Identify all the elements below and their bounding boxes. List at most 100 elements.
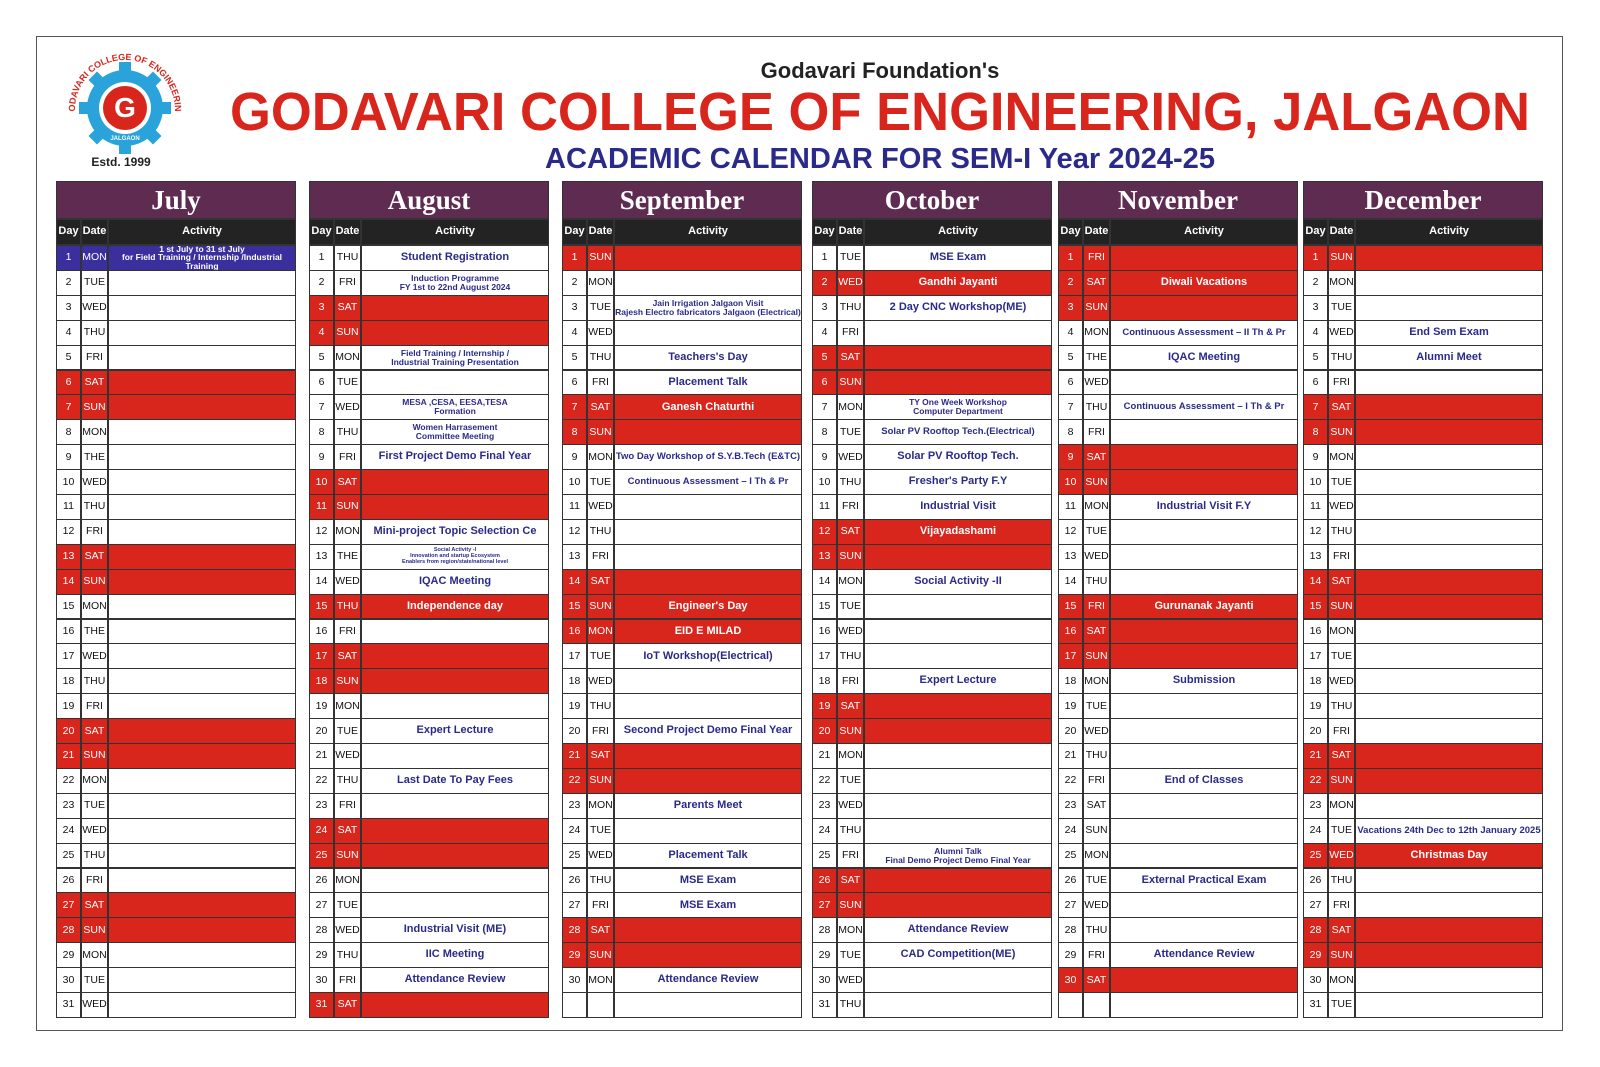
- weekday: SUN: [837, 543, 864, 570]
- day-number: 10: [1303, 469, 1328, 495]
- weekday: THU: [837, 992, 864, 1018]
- day-number: 16: [309, 618, 334, 645]
- day-number: 9: [1058, 444, 1083, 471]
- weekday: MON: [1328, 967, 1355, 993]
- weekday: FRI: [334, 444, 361, 471]
- weekday: FRI: [1328, 718, 1355, 744]
- weekday: SUN: [81, 568, 108, 595]
- day-number: 4: [812, 319, 837, 346]
- day-number: 1: [812, 245, 837, 271]
- empty-cell: [562, 992, 587, 1018]
- logo-teeth: [79, 62, 171, 154]
- weekday: MON: [837, 917, 864, 944]
- day-number: 31: [309, 992, 334, 1018]
- day-number: 12: [812, 518, 837, 545]
- weekday: WED: [587, 668, 614, 695]
- month-name: July: [56, 181, 296, 219]
- weekday: SAT: [334, 469, 361, 495]
- activity: 1 st July to 31 st July for Field Traini…: [108, 245, 296, 271]
- weekday: FRI: [81, 867, 108, 894]
- day-number: 26: [562, 867, 587, 894]
- day-number: 25: [812, 842, 837, 869]
- weekday: THU: [1328, 518, 1355, 545]
- day-number: 26: [812, 867, 837, 894]
- weekday: WED: [587, 494, 614, 520]
- day-number: 7: [1303, 394, 1328, 421]
- activity-empty: [864, 718, 1052, 744]
- activity-empty: [1110, 444, 1298, 471]
- weekday: FRI: [587, 718, 614, 744]
- activity-empty: [614, 568, 802, 595]
- activity-empty: [108, 444, 296, 471]
- activity: IoT Workshop(Electrical): [614, 643, 802, 670]
- day-number: 31: [812, 992, 837, 1018]
- activity-empty: [614, 693, 802, 720]
- weekday: SUN: [334, 842, 361, 869]
- activity-empty: [361, 618, 549, 645]
- activity-empty: [361, 817, 549, 844]
- activity-empty: [361, 294, 549, 321]
- day-number: 29: [1303, 942, 1328, 969]
- weekday: MON: [1083, 842, 1110, 869]
- weekday: WED: [837, 444, 864, 471]
- day-number: 14: [812, 568, 837, 595]
- weekday: THU: [81, 842, 108, 869]
- weekday: SAT: [1328, 743, 1355, 769]
- day-number: 15: [812, 593, 837, 620]
- day-number: 2: [1058, 269, 1083, 296]
- activity-empty: [614, 518, 802, 545]
- day-number: 8: [812, 419, 837, 446]
- weekday: MON: [837, 568, 864, 595]
- day-number: 21: [1303, 743, 1328, 769]
- weekday: FRI: [837, 842, 864, 869]
- activity-empty: [614, 668, 802, 695]
- activity-empty: [614, 543, 802, 570]
- weekday: FRI: [1083, 942, 1110, 969]
- day-number: 22: [56, 767, 81, 794]
- weekday: THU: [81, 319, 108, 346]
- day-number: 13: [562, 543, 587, 570]
- day-number: 5: [1058, 344, 1083, 371]
- weekday: SAT: [81, 718, 108, 744]
- weekday: THU: [837, 817, 864, 844]
- day-number: 21: [1058, 743, 1083, 769]
- activity-empty: [614, 767, 802, 794]
- activity: Teachers's Day: [614, 344, 802, 371]
- weekday: TUE: [837, 245, 864, 271]
- weekday: SUN: [1328, 942, 1355, 969]
- activity: Ganesh Chaturthi: [614, 394, 802, 421]
- activity-empty: [108, 543, 296, 570]
- day-number: 11: [309, 494, 334, 520]
- weekday: SUN: [587, 245, 614, 271]
- activity: Induction Programme FY 1st to 22nd Augus…: [361, 269, 549, 296]
- day-number: 30: [1303, 967, 1328, 993]
- day-number: 26: [1303, 867, 1328, 894]
- activity-empty: [108, 967, 296, 993]
- day-number: 20: [309, 718, 334, 744]
- activity: Two Day Workshop of S.Y.B.Tech (E&TC): [614, 444, 802, 471]
- weekday: TUE: [587, 469, 614, 495]
- weekday: SUN: [837, 892, 864, 919]
- day-number: 16: [1058, 618, 1083, 645]
- activity-empty: [1355, 942, 1543, 969]
- weekday: SAT: [81, 543, 108, 570]
- weekday: MON: [587, 618, 614, 645]
- day-number: 20: [1058, 718, 1083, 744]
- weekday: WED: [1083, 892, 1110, 919]
- day-number: 22: [562, 767, 587, 794]
- estd: Estd. 1999: [91, 155, 151, 169]
- activity: Gandhi Jayanti: [864, 269, 1052, 296]
- weekday: THU: [587, 518, 614, 545]
- column-header: Day: [812, 219, 837, 245]
- weekday: THU: [587, 867, 614, 894]
- weekday: THU: [81, 494, 108, 520]
- weekday: SUN: [334, 668, 361, 695]
- weekday: THU: [334, 419, 361, 446]
- activity-empty: [1110, 743, 1298, 769]
- day-number: 13: [1303, 543, 1328, 570]
- day-number: 26: [56, 867, 81, 894]
- weekday: MON: [81, 245, 108, 271]
- column-header: Day: [56, 219, 81, 245]
- weekday: MON: [837, 743, 864, 769]
- weekday: TUE: [837, 942, 864, 969]
